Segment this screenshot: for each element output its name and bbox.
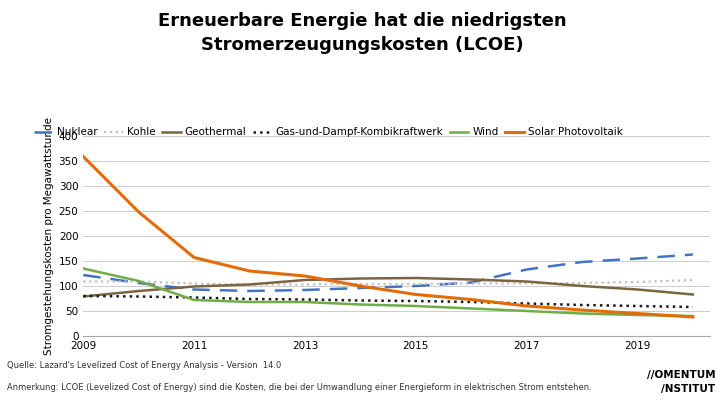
Text: Erneuerbare Energie hat die niedrigsten
Stromerzeugungskosten (LCOE): Erneuerbare Energie hat die niedrigsten … (158, 12, 566, 54)
Legend: Nuklear, Kohle, Geothermal, Gas-und-Dampf-Kombikraftwerk, Wind, Solar Photovolta: Nuklear, Kohle, Geothermal, Gas-und-Damp… (34, 127, 623, 137)
Y-axis label: Stromgestehungskosten pro Megawattstunde: Stromgestehungskosten pro Megawattstunde (44, 117, 54, 355)
Text: Anmerkung: LCOE (Levelized Cost of Energy) sind die Kosten, die bei der Umwandlu: Anmerkung: LCOE (Levelized Cost of Energ… (7, 383, 592, 392)
Text: /NSTITUT: /NSTITUT (661, 384, 715, 394)
Text: //OMENTUM: //OMENTUM (647, 370, 715, 380)
Text: Quelle: Lazard's Levelized Cost of Energy Analysis - Version  14.0: Quelle: Lazard's Levelized Cost of Energ… (7, 361, 282, 370)
